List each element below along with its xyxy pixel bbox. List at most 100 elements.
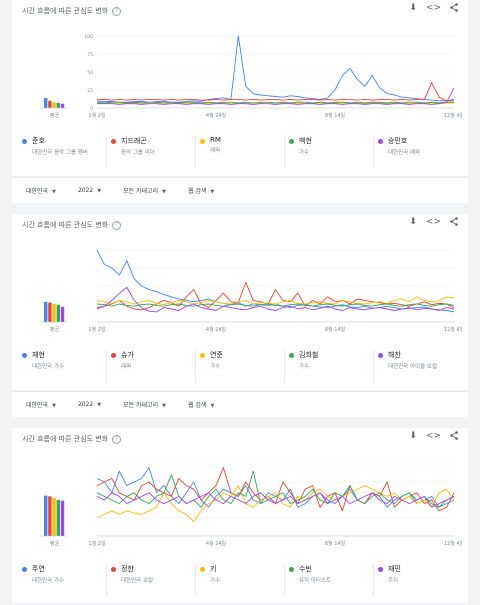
legend-desc: 음악 그룹 리더 [121, 150, 155, 156]
average-bar [44, 97, 48, 108]
series-color-dot [378, 567, 383, 572]
year-filter[interactable]: 2022 ▼ [78, 401, 101, 408]
legend-desc: 뮤직 아티스트 [299, 578, 332, 584]
category-filter[interactable]: 모든 카테고리 ▼ [123, 400, 166, 409]
category-filter[interactable]: 모든 카테고리 ▼ [123, 186, 166, 195]
dropdown-caret-icon: ▼ [52, 403, 56, 409]
average-bar [44, 301, 48, 322]
share-icon[interactable] [450, 3, 458, 15]
legend-term: 재현 [32, 351, 45, 359]
interest-chart: 1월 2일 4월 24일 8월 14일 12월 4일 평균 [40, 463, 462, 547]
legend-term: 슈가 [121, 351, 134, 359]
legend-term: RM [210, 136, 221, 144]
embed-icon[interactable]: <> [425, 217, 441, 227]
x-tick-label: 1월 2일 [88, 326, 106, 333]
series-line [96, 470, 455, 508]
panel-title: 시간 흐름에 따른 관심도 변화 [22, 7, 109, 15]
average-bar [44, 495, 48, 536]
panel-header: 시간 흐름에 따른 관심도 변화? [22, 6, 122, 16]
search-type-filter[interactable]: 웹 검색 ▼ [188, 400, 214, 409]
panel-toolbar: ⬇ <> [409, 3, 458, 15]
average-bar [48, 302, 52, 322]
legend-desc: 가수 [210, 578, 221, 584]
y-tick-label: 0 [90, 106, 93, 112]
category-value: 모든 카테고리 [123, 402, 159, 409]
year-value: 2022 [77, 187, 94, 194]
series-line [96, 303, 455, 307]
dropdown-caret-icon: ▼ [162, 403, 166, 409]
panel-title: 시간 흐름에 따른 관심도 변화 [22, 435, 109, 443]
download-icon[interactable]: ⬇ [409, 3, 417, 13]
help-icon[interactable]: ? [112, 6, 122, 16]
legend-term: 주연 [32, 565, 45, 573]
trend-panel-2: 시간 흐름에 따른 관심도 변화? ⬇ <> 1월 2일 4월 24일 8월 14일… [12, 214, 468, 390]
legend-desc: 가수 [210, 364, 221, 370]
category-value: 모든 카테고리 [123, 188, 159, 195]
dropdown-caret-icon: ▼ [210, 189, 215, 195]
download-icon[interactable]: ⬇ [409, 431, 417, 441]
x-tick-label: 4월 24일 [206, 326, 227, 333]
average-bar [52, 304, 56, 322]
series-line [97, 87, 455, 105]
embed-icon[interactable]: <> [425, 3, 441, 13]
panel-header: 시간 흐름에 따른 관심도 변화? [22, 220, 122, 230]
x-tick-label: 1월 2일 [88, 540, 106, 547]
region-filter[interactable]: 대한민국 ▼ [26, 186, 56, 195]
average-label: 평균 [50, 112, 60, 119]
legend-item[interactable]: 슈가 래퍼 [106, 350, 195, 382]
series-line [96, 286, 455, 313]
year-filter[interactable]: 2022 ▼ [78, 187, 101, 194]
search-type-filter[interactable]: 웹 검색 ▼ [188, 186, 214, 195]
x-tick-label: 12월 4일 [444, 326, 462, 333]
help-icon[interactable]: ? [112, 220, 122, 230]
y-tick-label: 100 [84, 34, 93, 40]
panel-header: 시간 흐름에 따른 관심도 변화? [22, 434, 122, 444]
help-icon[interactable]: ? [112, 434, 122, 444]
legend-desc: 대한민국 음악 그룹 멤버 [32, 150, 88, 156]
share-icon[interactable] [450, 217, 458, 229]
download-icon[interactable]: ⬇ [409, 217, 417, 227]
average-bar [52, 102, 56, 108]
legend-item[interactable]: RM 래퍼 [195, 136, 284, 168]
legend-item[interactable]: 김희철 가수 [284, 350, 373, 382]
legend: 주연 대한민국 가수 정한 대한민국 보컬 키 가수 수빈 뮤직 아티스트 재민 주지 [22, 564, 462, 596]
average-bar [48, 496, 52, 536]
legend-term: 승민호 [388, 137, 408, 145]
region-value: 대한민국 [26, 402, 49, 409]
average-label: 평균 [50, 326, 60, 333]
legend-item[interactable]: 키 가수 [195, 564, 284, 596]
legend-item[interactable]: 승민호 대한민국 래퍼 [373, 136, 462, 168]
legend-item[interactable]: 백현 가수 [284, 136, 373, 168]
series-color-dot [289, 139, 294, 144]
legend-term: 준호 [32, 137, 45, 145]
legend-item[interactable]: 해찬 대한민국 아이돌 보컬 [373, 350, 462, 382]
legend-term: 김희철 [299, 351, 319, 359]
legend-term: 연준 [210, 351, 223, 359]
region-filter[interactable]: 대한민국 ▼ [26, 400, 56, 409]
legend-item[interactable]: 정한 대한민국 보컬 [106, 564, 195, 596]
embed-icon[interactable]: <> [425, 431, 441, 441]
x-tick-label: 12월 4일 [444, 112, 462, 119]
interest-chart: 1월 2일 4월 24일 8월 14일 12월 4일 평균 [40, 249, 462, 333]
legend-item[interactable]: 주연 대한민국 가수 [22, 564, 106, 596]
series-color-dot [378, 353, 383, 358]
legend-item[interactable]: 지드래곤 음악 그룹 리더 [106, 136, 195, 168]
series-color-dot [22, 353, 27, 358]
series-color-dot [378, 139, 383, 144]
legend-desc: 대한민국 가수 [32, 364, 65, 370]
average-bar [48, 100, 52, 108]
filter-bar-1: 대한민국 ▼ 2022 ▼ 모든 카테고리 ▼ 웹 검색 ▼ [12, 177, 468, 203]
x-tick-label: 8월 14일 [325, 112, 346, 119]
legend-item[interactable]: 재민 주지 [373, 564, 462, 596]
series-color-dot [111, 567, 116, 572]
dropdown-caret-icon: ▼ [97, 402, 102, 408]
share-icon[interactable] [450, 431, 458, 443]
legend-item[interactable]: 수빈 뮤직 아티스트 [284, 564, 373, 596]
average-bar [52, 497, 56, 536]
average-bar [56, 304, 60, 322]
x-tick-label: 8월 14일 [325, 540, 346, 547]
series-line [96, 249, 455, 313]
